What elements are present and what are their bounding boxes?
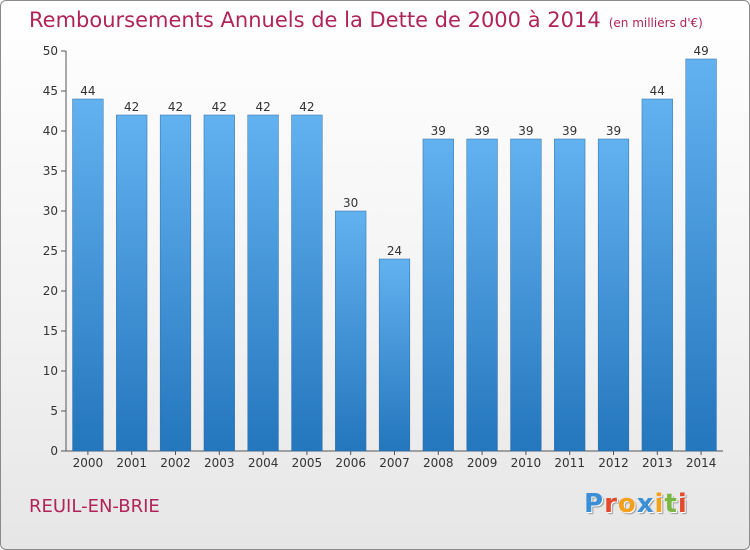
bars — [72, 58, 717, 452]
x-tick-label: 2003 — [204, 456, 235, 470]
proxiti-logo[interactable]: Proxiti — [584, 489, 688, 519]
x-tick-label: 2010 — [511, 456, 542, 470]
x-tick-label: 2007 — [379, 456, 410, 470]
y-tick-label: 20 — [43, 284, 58, 298]
data-labels: 44 42 42 42 42 42 30 24 39 39 39 39 39 44 49 — [80, 44, 708, 258]
x-tick-label: 2013 — [642, 456, 673, 470]
bar[interactable] — [554, 138, 586, 452]
logo-letter: i — [677, 489, 688, 519]
y-tick-label: 30 — [43, 204, 58, 218]
x-tick-label: 2008 — [423, 456, 454, 470]
data-label: 42 — [299, 100, 314, 114]
logo-letter: r — [604, 489, 618, 519]
bar[interactable] — [72, 98, 104, 452]
bar[interactable] — [641, 98, 673, 452]
chart-subtitle: (en milliers d'€) — [608, 16, 703, 30]
logo-letter: o — [617, 489, 637, 519]
bar[interactable] — [466, 138, 498, 452]
bar[interactable] — [378, 258, 411, 452]
data-label: 39 — [431, 124, 446, 138]
commune-name: REUIL-EN-BRIE — [29, 496, 160, 517]
x-tick-label: 2012 — [598, 456, 629, 470]
bar[interactable] — [510, 138, 542, 452]
x-tick-label: 2014 — [686, 456, 717, 470]
data-label: 49 — [693, 44, 708, 58]
x-tick-label: 2000 — [73, 456, 104, 470]
y-tick-label: 10 — [43, 364, 58, 378]
bar[interactable] — [422, 138, 454, 452]
y-tick-label: 0 — [50, 444, 58, 458]
x-tick-label: 2002 — [160, 456, 191, 470]
axes: 0 5 10 15 20 25 30 35 40 45 50 2000 2001 2002 2003 2004… — [43, 44, 723, 470]
bar[interactable] — [203, 114, 235, 452]
y-tick-label: 50 — [43, 44, 58, 58]
data-label: 39 — [562, 124, 577, 138]
data-label: 42 — [168, 100, 183, 114]
x-tick-label: 2004 — [248, 456, 279, 470]
x-tick-label: 2009 — [467, 456, 498, 470]
bar[interactable] — [247, 114, 279, 452]
y-tick-label: 15 — [43, 324, 58, 338]
bar[interactable] — [291, 114, 323, 452]
y-tick-label: 35 — [43, 164, 58, 178]
chart-title: Remboursements Annuels de la Dette de 20… — [29, 8, 703, 32]
y-tick-label: 25 — [43, 244, 58, 258]
logo-letter: x — [636, 489, 655, 519]
y-tick-label: 45 — [43, 84, 58, 98]
logo-letter: P — [584, 489, 605, 519]
logo-letter: t — [664, 489, 678, 519]
data-label: 30 — [343, 196, 358, 210]
chart-title-text: Remboursements Annuels de la Dette de 20… — [29, 8, 601, 32]
x-tick-label: 2001 — [116, 456, 147, 470]
data-label: 44 — [650, 84, 665, 98]
x-tick-label: 2006 — [335, 456, 366, 470]
logo-letter: i — [654, 489, 665, 519]
data-label: 24 — [387, 244, 402, 258]
bar[interactable] — [685, 58, 717, 452]
data-label: 42 — [255, 100, 270, 114]
bar[interactable] — [597, 138, 630, 452]
bar[interactable] — [159, 114, 192, 452]
data-label: 42 — [212, 100, 227, 114]
bar-chart: 0 5 10 15 20 25 30 35 40 45 50 2000 2001 2002 2003 2004… — [43, 44, 723, 470]
y-tick-label: 5 — [50, 404, 58, 418]
x-tick-label: 2005 — [292, 456, 323, 470]
bar[interactable] — [335, 210, 367, 452]
y-tick-label: 40 — [43, 124, 58, 138]
data-label: 39 — [606, 124, 621, 138]
data-label: 39 — [474, 124, 489, 138]
data-label: 42 — [124, 100, 139, 114]
x-tick-label: 2011 — [554, 456, 585, 470]
data-label: 39 — [518, 124, 533, 138]
data-label: 44 — [80, 84, 95, 98]
bar[interactable] — [116, 114, 148, 452]
